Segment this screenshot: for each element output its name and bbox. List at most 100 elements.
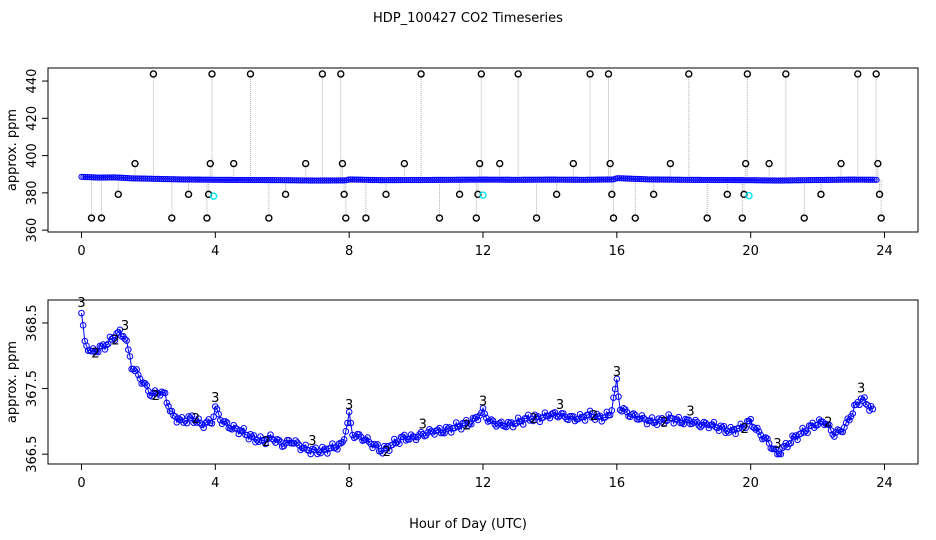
series-point (675, 413, 683, 421)
series-point (836, 427, 843, 434)
baseline-point (534, 176, 541, 183)
series-point (777, 450, 785, 458)
series-point (141, 380, 149, 387)
baseline-point (783, 177, 790, 184)
baseline-point (196, 176, 204, 183)
baseline-point (491, 176, 499, 183)
outlier-point (854, 70, 862, 78)
outlier-point (337, 70, 345, 78)
outlier-point (184, 190, 193, 199)
baseline-point (793, 177, 800, 184)
baseline-point (716, 176, 724, 184)
series-point (253, 436, 261, 444)
series-point (804, 429, 811, 437)
bottom-y-axis: 366.5 367.5 368.5 (25, 304, 48, 473)
baseline-point (809, 176, 816, 184)
series-point (678, 419, 686, 427)
baseline-point (317, 177, 324, 184)
series-line-path (81, 313, 874, 456)
outlier-point (649, 190, 658, 199)
baseline-point (192, 176, 199, 183)
cyan-point (745, 191, 753, 200)
series-point (215, 410, 222, 418)
baseline-point (327, 177, 334, 184)
outlier-point (265, 214, 273, 222)
baseline-point (674, 176, 681, 183)
baseline-point (608, 176, 615, 183)
baseline-point (572, 176, 579, 183)
baseline-point (230, 176, 238, 184)
bottom-x-tick-label: 0 (77, 476, 85, 491)
baseline-point (180, 176, 187, 183)
outlier-point (168, 214, 176, 222)
baseline-point (188, 176, 195, 183)
series-point (488, 416, 495, 423)
series-point (305, 447, 313, 454)
bottom-x-tick-label: 4 (211, 476, 219, 491)
series-point (615, 393, 622, 400)
baseline-point (138, 175, 145, 182)
baseline-point (257, 176, 264, 184)
baseline-point (132, 175, 139, 182)
series-point (703, 421, 711, 428)
baseline-point (429, 176, 436, 184)
baseline-point (303, 177, 310, 184)
baseline-point (584, 176, 591, 183)
series-point (125, 346, 132, 353)
baseline-point (160, 175, 167, 183)
outlier-point (703, 214, 711, 222)
baseline-point (684, 176, 691, 183)
series-point (431, 431, 438, 438)
baseline-point (261, 176, 268, 184)
baseline-point (124, 175, 131, 182)
baseline-point (734, 177, 742, 184)
series-point (337, 440, 345, 447)
baseline-point (152, 175, 159, 182)
baseline-point (277, 177, 284, 184)
baseline-point (516, 176, 523, 183)
outlier-point (604, 70, 613, 78)
baseline-point (355, 176, 362, 183)
baseline-point (291, 177, 298, 184)
baseline-point (140, 175, 147, 182)
baseline-point (240, 176, 248, 184)
baseline-point (873, 176, 880, 183)
baseline-point (399, 176, 406, 184)
baseline-point (574, 176, 581, 183)
baseline-point (532, 176, 539, 183)
baseline-point (736, 177, 744, 184)
outlier-point (609, 214, 618, 222)
baseline-point (295, 177, 302, 184)
baseline-point (514, 176, 521, 183)
series-point (752, 426, 760, 433)
series-point (427, 427, 435, 435)
series-point (546, 414, 554, 422)
series-point (370, 440, 378, 448)
baseline-point (682, 176, 689, 183)
baseline-point (795, 177, 802, 184)
series-point (504, 418, 512, 426)
baseline-point (542, 176, 549, 183)
series-point (94, 348, 102, 356)
series-point (248, 433, 256, 441)
outlier-point (362, 214, 370, 222)
baseline-point (680, 176, 687, 183)
baseline-point (289, 177, 296, 184)
baseline-point (764, 177, 772, 184)
series-point (529, 417, 537, 425)
baseline-point (598, 176, 605, 183)
bottom-plot-frame (47, 299, 919, 465)
baseline-point (349, 176, 356, 183)
baseline-point (190, 176, 197, 183)
series-point (190, 419, 197, 426)
baseline-point (182, 176, 189, 183)
baseline-point (417, 176, 424, 184)
series-point (523, 415, 530, 422)
baseline-point (626, 175, 633, 182)
baseline-point (624, 175, 631, 182)
outlier-point (472, 214, 481, 222)
baseline-point (437, 176, 444, 183)
baseline-point (861, 176, 868, 183)
baseline-point (232, 176, 240, 184)
